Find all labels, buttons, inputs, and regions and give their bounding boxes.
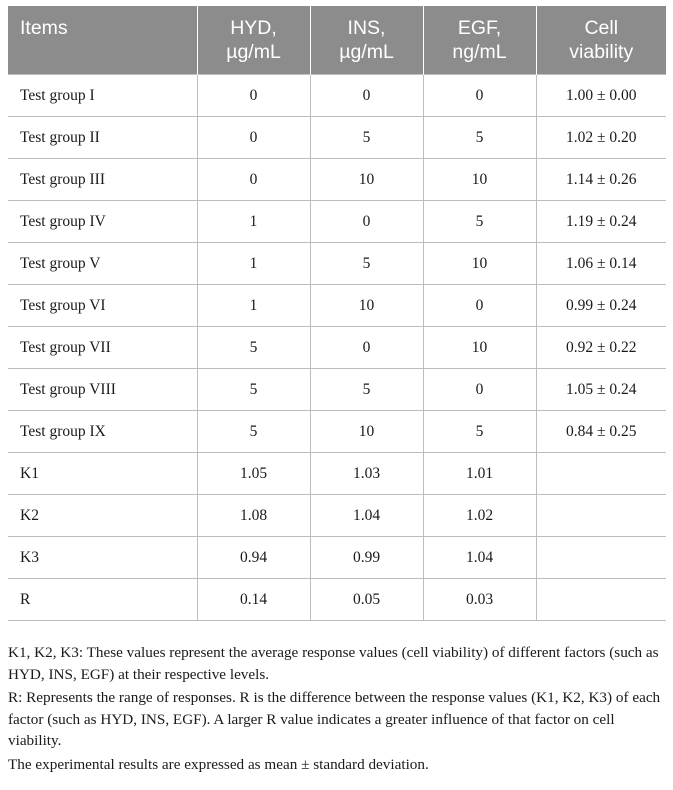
item-cell: Test group V	[8, 242, 198, 285]
ins-cell: 10	[309, 410, 424, 453]
viability-cell	[535, 452, 666, 495]
item-cell: Test group IX	[8, 410, 198, 453]
ins-cell: 0.99	[309, 536, 424, 579]
hyd-cell: 5	[196, 368, 311, 411]
table-row: R 0.14 0.05 0.03	[8, 578, 666, 621]
table-row: Test group II 0 5 5 1.02 ± 0.20	[8, 116, 666, 159]
item-cell: R	[8, 578, 198, 621]
header-egf: EGF, ng/mL	[422, 6, 536, 75]
table-row: Test group III 0 10 10 1.14 ± 0.26	[8, 158, 666, 201]
viability-cell: 0.99 ± 0.24	[535, 284, 666, 327]
item-cell: K1	[8, 452, 198, 495]
footnote-r-value: R: Represents the range of responses. R …	[8, 689, 661, 750]
header-ins: INS, µg/mL	[309, 6, 423, 75]
table-row: K2 1.08 1.04 1.02	[8, 494, 666, 537]
ins-cell: 1.03	[309, 452, 424, 495]
header-items: Items	[8, 6, 197, 75]
ins-cell: 0	[309, 326, 424, 369]
hyd-cell: 1	[196, 242, 311, 285]
results-table: Items HYD, µg/mL INS, µg/mL EGF, ng/mL Cell…	[8, 6, 666, 621]
item-cell: Test group VI	[8, 284, 198, 327]
viability-cell: 1.14 ± 0.26	[535, 158, 666, 201]
viability-cell: 0.92 ± 0.22	[535, 326, 666, 369]
table-row: Test group I 0 0 0 1.00 ± 0.00	[8, 74, 666, 117]
viability-cell	[535, 494, 666, 537]
hyd-cell: 1	[196, 200, 311, 243]
ins-cell: 10	[309, 158, 424, 201]
header-cell-viability: Cell viability	[535, 6, 666, 75]
egf-cell: 0	[422, 368, 537, 411]
header-hyd: HYD, µg/mL	[196, 6, 310, 75]
egf-cell: 0	[422, 74, 537, 117]
viability-cell: 1.05 ± 0.24	[535, 368, 666, 411]
ins-cell: 1.04	[309, 494, 424, 537]
ins-cell: 0	[309, 74, 424, 117]
item-cell: K2	[8, 494, 198, 537]
item-cell: Test group II	[8, 116, 198, 159]
hyd-cell: 5	[196, 326, 311, 369]
ins-cell: 5	[309, 242, 424, 285]
viability-cell: 1.02 ± 0.20	[535, 116, 666, 159]
item-cell: Test group VIII	[8, 368, 198, 411]
footnote-mean-sd: The experimental results are expressed a…	[8, 755, 429, 773]
table-row: K3 0.94 0.99 1.04	[8, 536, 666, 579]
viability-cell: 1.19 ± 0.24	[535, 200, 666, 243]
item-cell: Test group IV	[8, 200, 198, 243]
egf-cell: 10	[422, 326, 537, 369]
egf-cell: 1.04	[422, 536, 537, 579]
item-cell: K3	[8, 536, 198, 579]
hyd-cell: 1	[196, 284, 311, 327]
viability-cell: 0.84 ± 0.25	[535, 410, 666, 453]
results-table-container: Items HYD, µg/mL INS, µg/mL EGF, ng/mL Cell…	[8, 6, 666, 621]
viability-cell: 1.06 ± 0.14	[535, 242, 666, 285]
hyd-cell: 0	[196, 116, 311, 159]
hyd-cell: 0.14	[196, 578, 311, 621]
egf-cell: 10	[422, 158, 537, 201]
item-cell: Test group I	[8, 74, 198, 117]
ins-cell: 5	[309, 116, 424, 159]
table-footnotes: K1, K2, K3: These values represent the a…	[8, 642, 668, 778]
ins-cell: 5	[309, 368, 424, 411]
viability-cell	[535, 536, 666, 579]
hyd-cell: 0.94	[196, 536, 311, 579]
viability-cell	[535, 578, 666, 621]
item-cell: Test group VII	[8, 326, 198, 369]
hyd-cell: 1.05	[196, 452, 311, 495]
table-row: K1 1.05 1.03 1.01	[8, 452, 666, 495]
hyd-cell: 1.08	[196, 494, 311, 537]
egf-cell: 1.02	[422, 494, 537, 537]
item-cell: Test group III	[8, 158, 198, 201]
viability-cell: 1.00 ± 0.00	[535, 74, 666, 117]
egf-cell: 1.01	[422, 452, 537, 495]
egf-cell: 5	[422, 410, 537, 453]
table-row: Test group IX 5 10 5 0.84 ± 0.25	[8, 410, 666, 453]
egf-cell: 5	[422, 116, 537, 159]
egf-cell: 0	[422, 284, 537, 327]
table-row: Test group V 1 5 10 1.06 ± 0.14	[8, 242, 666, 285]
ins-cell: 10	[309, 284, 424, 327]
egf-cell: 5	[422, 200, 537, 243]
table-row: Test group VIII 5 5 0 1.05 ± 0.24	[8, 368, 666, 411]
footnote-k-values: K1, K2, K3: These values represent the a…	[8, 644, 659, 683]
ins-cell: 0	[309, 200, 424, 243]
hyd-cell: 0	[196, 74, 311, 117]
table-row: Test group VII 5 0 10 0.92 ± 0.22	[8, 326, 666, 369]
table-row: Test group IV 1 0 5 1.19 ± 0.24	[8, 200, 666, 243]
egf-cell: 10	[422, 242, 537, 285]
table-row: Test group VI 1 10 0 0.99 ± 0.24	[8, 284, 666, 327]
table-header-row: Items HYD, µg/mL INS, µg/mL EGF, ng/mL Cell…	[8, 6, 666, 75]
hyd-cell: 5	[196, 410, 311, 453]
egf-cell: 0.03	[422, 578, 537, 621]
hyd-cell: 0	[196, 158, 311, 201]
ins-cell: 0.05	[309, 578, 424, 621]
